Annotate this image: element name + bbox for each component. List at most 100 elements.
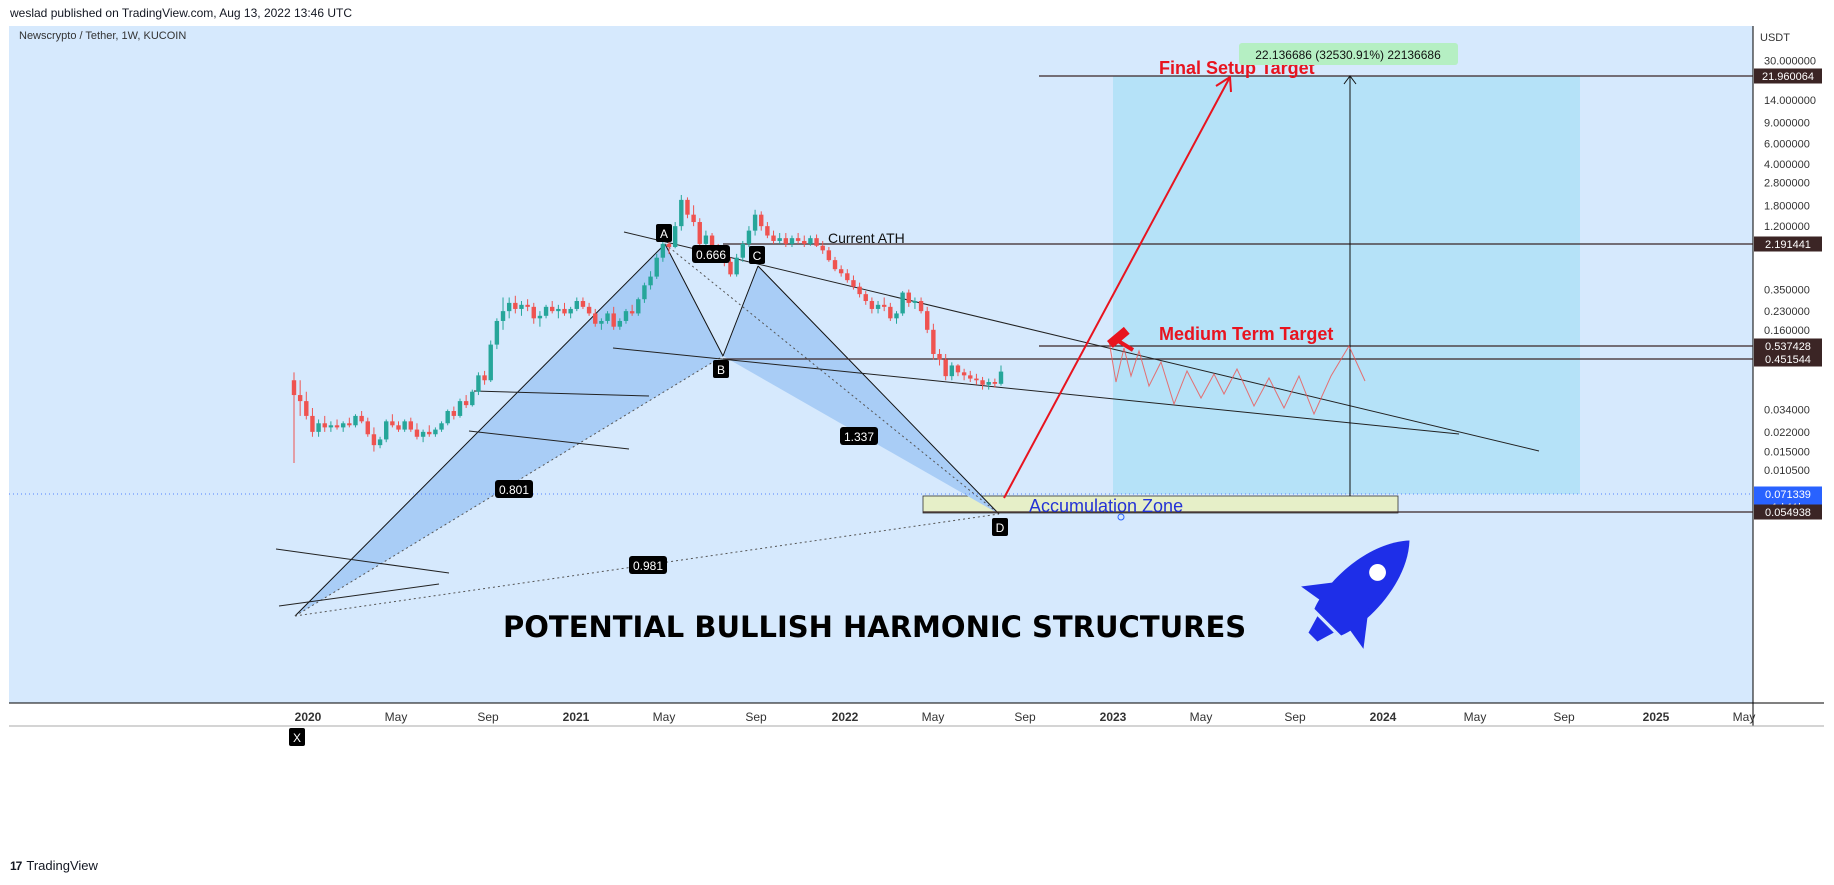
svg-text:X: X: [293, 731, 301, 745]
x-tick-label: Sep: [1553, 710, 1575, 724]
candle-body: [869, 301, 875, 309]
candle-body: [562, 308, 567, 314]
candle-body: [937, 353, 942, 360]
candle-body: [802, 240, 807, 244]
candle-body: [408, 421, 414, 430]
candle-body: [838, 269, 844, 274]
x-tick-label: May: [653, 710, 676, 724]
candle-body: [599, 320, 604, 324]
chart-title: POTENTIAL BULLISH HARMONIC STRUCTURES: [503, 610, 1246, 644]
target-arrowhead: [1215, 75, 1232, 93]
chart-canvas[interactable]: X A B C D 0.666 0.801 1.337 0.981 Newscr…: [9, 26, 1824, 855]
candle-body: [328, 425, 334, 428]
price-tag-bg: [1754, 504, 1822, 520]
price-tag-bg: [1754, 236, 1822, 252]
medium-target-label: Medium Term Target: [1159, 324, 1333, 344]
y-tick-label: 0.160000: [1764, 325, 1810, 337]
candle-body: [648, 276, 653, 286]
candle-body: [574, 301, 579, 309]
candle-body: [543, 306, 549, 316]
ratio-label-0981: 0.981: [629, 556, 667, 574]
tradingview-logo-icon: 17: [10, 858, 22, 873]
candle-body: [451, 411, 457, 416]
chart-frame[interactable]: X A B C D 0.666 0.801 1.337 0.981 Newscr…: [9, 26, 1824, 855]
harmonic-fill-xab: [295, 244, 723, 616]
point-label-c: C: [749, 246, 765, 264]
x-tick-label: 2025: [1643, 710, 1670, 724]
candle-body: [488, 344, 493, 381]
candle-body: [820, 245, 825, 251]
candle-body: [703, 235, 709, 244]
candle-body: [679, 199, 684, 227]
candle-body: [660, 243, 666, 258]
point-label-a: A: [656, 224, 672, 242]
candle-body: [949, 365, 955, 377]
symbol-info: Newscrypto / Tether, 1W, KUCOIN: [19, 30, 186, 42]
candle-body: [931, 329, 936, 354]
candle-body: [371, 434, 377, 446]
candle-body: [654, 257, 659, 277]
candle-body: [377, 439, 383, 446]
x-tick-label: May: [1733, 710, 1756, 724]
x-tick-label: May: [922, 710, 945, 724]
candle-body: [789, 238, 795, 244]
x-tick-label: Sep: [1014, 710, 1036, 724]
x-tick-label: 2022: [832, 710, 859, 724]
flag-line-bottom: [468, 430, 630, 450]
candle-body: [777, 238, 782, 241]
candle-body: [291, 380, 297, 396]
candle-body: [420, 431, 426, 437]
point-label-d: D: [992, 518, 1008, 536]
candle-body: [359, 415, 364, 422]
candle-body: [556, 308, 561, 312]
y-tick-label: 0.034000: [1764, 404, 1810, 416]
candle-body: [390, 421, 395, 426]
candle-body: [814, 238, 819, 246]
x-tick-label: Sep: [1284, 710, 1306, 724]
price-tag-value: 0.054938: [1765, 507, 1811, 519]
footer-branding[interactable]: 17 TradingView: [10, 858, 98, 873]
descending-trendline-upper: [623, 231, 1540, 452]
x-tick-label: 2020: [295, 710, 322, 724]
point-label-b: B: [713, 360, 729, 378]
gavel-icon: [1107, 326, 1135, 352]
y-tick-label: 2.800000: [1764, 178, 1810, 190]
candle-body: [322, 423, 327, 428]
candle-body: [353, 415, 358, 426]
candle-body: [691, 214, 696, 223]
triangle-line-top: [275, 548, 450, 574]
descending-trendline-lower: [612, 347, 1460, 435]
svg-text:A: A: [660, 227, 668, 241]
y-tick-label: 1.800000: [1764, 200, 1810, 212]
candle-body: [642, 285, 647, 300]
candle-body: [925, 311, 930, 330]
y-tick-label: 9.000000: [1764, 117, 1810, 129]
candle-body: [857, 286, 862, 295]
candle-body: [832, 260, 838, 270]
ratio-label-0666: 0.666: [692, 245, 730, 263]
x-axis-labels: 2020 May Sep 2021 May Sep 2022 May Sep 2023 May Sep…: [295, 710, 1756, 724]
target-arrow-line: [1003, 76, 1231, 499]
candle-body: [685, 199, 690, 215]
y-tick-label: 0.015000: [1764, 447, 1810, 459]
candle-body: [863, 294, 868, 302]
y-tick-label: 0.350000: [1764, 285, 1810, 297]
candle-body: [992, 382, 998, 384]
candle-body: [845, 273, 850, 281]
candle-body: [808, 238, 813, 244]
x-tick-label: Sep: [477, 710, 499, 724]
candle-body: [746, 230, 752, 244]
candle-body: [537, 315, 543, 319]
candle-body: [672, 226, 678, 248]
candle-body: [531, 306, 536, 319]
candle-body: [500, 311, 506, 321]
candle-body: [943, 359, 948, 377]
publish-header: weslad published on TradingView.com, Aug…: [10, 6, 352, 20]
candle-body: [918, 301, 924, 312]
svg-text:D: D: [996, 521, 1005, 535]
candle-body: [605, 313, 610, 321]
candle-body: [888, 306, 893, 319]
svg-text:B: B: [717, 363, 725, 377]
svg-text:0.801: 0.801: [499, 483, 529, 497]
footer-brand-name: TradingView: [26, 858, 98, 873]
